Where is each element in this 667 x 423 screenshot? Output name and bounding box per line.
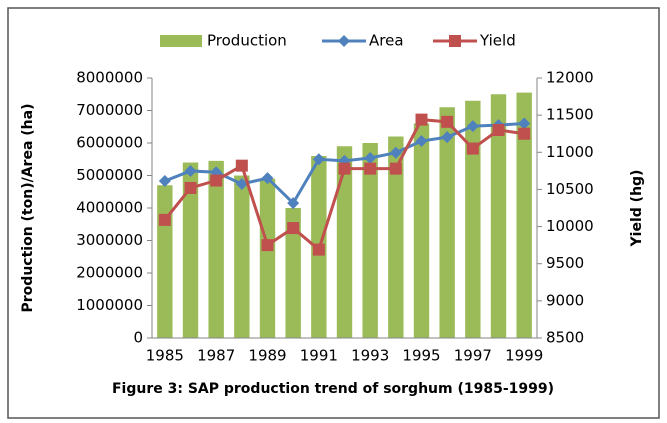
bar [362, 143, 378, 338]
bar [182, 162, 199, 338]
legend-label: Area [369, 32, 404, 50]
bar [490, 94, 507, 338]
x-tick-label: 1993 [351, 347, 389, 365]
bar [465, 100, 481, 338]
caption: Figure 3: SAP production trend of sorghu… [112, 381, 554, 397]
legend-label: Production [207, 32, 287, 50]
y-tick-label: 2000000 [76, 264, 143, 282]
marker [235, 159, 248, 172]
marker [312, 243, 325, 256]
marker [441, 115, 454, 128]
y2-tick-label: 9500 [546, 254, 584, 272]
y2-tick-label: 9000 [546, 291, 584, 309]
marker [338, 162, 351, 175]
bar [336, 146, 353, 338]
marker [158, 175, 171, 188]
x-tick-label: 1997 [454, 347, 492, 365]
y2-tick-label: 11500 [546, 106, 594, 124]
marker [389, 162, 402, 175]
bar [285, 208, 301, 338]
y-tick-label: 1000000 [76, 296, 143, 314]
marker [415, 113, 428, 126]
x-tick-label: 1989 [248, 347, 286, 365]
legend-label: Yield [479, 32, 516, 50]
marker [261, 172, 274, 185]
legend-marker [449, 35, 461, 47]
marker [287, 197, 300, 210]
bar [208, 160, 224, 338]
y-tick-label: 4000000 [76, 199, 143, 217]
marker [158, 213, 171, 226]
marker [415, 135, 428, 148]
marker [184, 181, 197, 194]
frame [7, 7, 660, 419]
y-tick-label: 3000000 [76, 231, 143, 249]
bar [157, 185, 173, 338]
y-tick-label: 8000000 [76, 69, 143, 87]
y-axis-label: Production (ton)/Area (ha) [20, 104, 36, 313]
x-tick-label: 1987 [197, 347, 235, 365]
y2-axis-label: Yield (hg) [629, 170, 645, 248]
legend-marker [338, 35, 350, 47]
marker [364, 151, 377, 164]
y2-tick-label: 12000 [546, 69, 594, 87]
marker [287, 222, 300, 235]
bar [234, 175, 250, 338]
x-tick-label: 1985 [146, 347, 184, 365]
y-tick-label: 7000000 [76, 101, 143, 119]
marker [312, 153, 325, 166]
bar [388, 136, 404, 338]
bar [439, 107, 455, 338]
x-tick-label: 1991 [300, 347, 338, 365]
marker [518, 117, 531, 130]
marker [441, 131, 454, 144]
legend-swatch [160, 35, 202, 47]
marker [466, 142, 479, 155]
marker [235, 177, 248, 190]
bar [259, 178, 276, 338]
marker [492, 124, 505, 136]
marker [364, 162, 377, 175]
y2-tick-label: 11000 [546, 143, 594, 161]
bar [413, 123, 430, 338]
marker [466, 120, 479, 133]
y2-tick-label: 10500 [546, 180, 594, 198]
marker [184, 164, 197, 177]
marker [518, 127, 531, 140]
y-tick-label: 5000000 [76, 166, 143, 184]
marker [210, 174, 223, 187]
marker [261, 239, 274, 252]
y-tick-label: 0 [133, 329, 143, 347]
x-tick-label: 1995 [402, 347, 440, 365]
y2-tick-label: 10000 [546, 217, 594, 235]
y2-tick-label: 8500 [546, 329, 584, 347]
x-tick-label: 1999 [505, 347, 543, 365]
bar [516, 92, 532, 338]
marker [389, 146, 402, 159]
y-tick-label: 6000000 [76, 134, 143, 152]
